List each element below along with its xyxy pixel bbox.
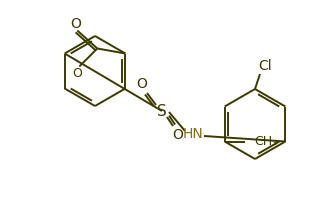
Text: S: S xyxy=(157,104,167,118)
Text: CH₃: CH₃ xyxy=(255,135,278,148)
Text: O: O xyxy=(72,67,82,80)
Text: O: O xyxy=(137,77,147,91)
Text: O: O xyxy=(172,128,183,142)
Text: HN: HN xyxy=(183,127,203,141)
Text: O: O xyxy=(70,18,81,32)
Text: Cl: Cl xyxy=(258,59,272,73)
